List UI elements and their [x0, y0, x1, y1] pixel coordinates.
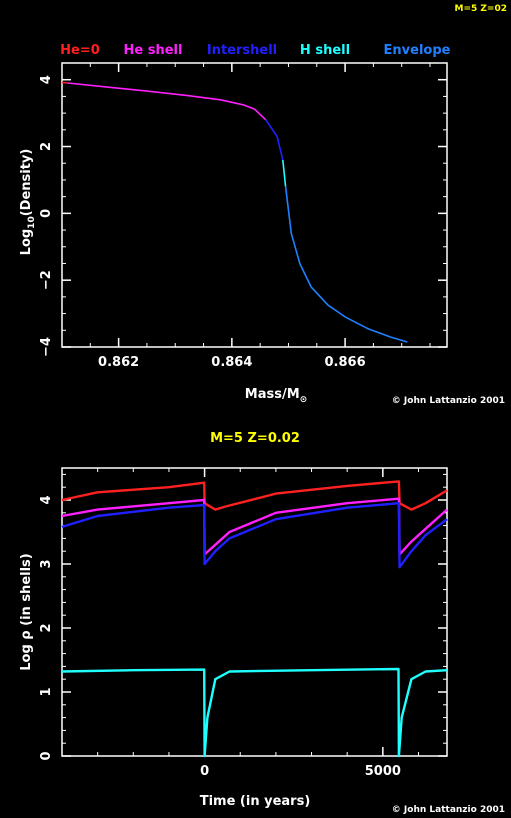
bottom-y-tick-label: 4 [39, 495, 54, 504]
legend-item: He shell [124, 43, 183, 58]
shell-density-time-chart: 0 5000 0 1 2 3 4 [39, 467, 448, 779]
legend-item: H shell [300, 43, 350, 58]
bottom-series-line-3 [61, 667, 448, 758]
legend-item: He=0 [60, 43, 100, 58]
bottom-x-axis-label: Time (in years) [200, 794, 311, 809]
top-x-axis-label-main: Mass/M [245, 387, 300, 402]
top-credit: © John Lattanzio 2001 [392, 396, 505, 406]
legend-item: Intershell [207, 43, 277, 58]
top-y-tick-label: 2 [39, 142, 54, 151]
top-y-tick-label: 4 [39, 75, 54, 84]
top-y-tick-label: 0 [39, 209, 54, 218]
top-x-tick-label: 0.864 [211, 355, 252, 370]
top-series-line-1 [67, 82, 267, 121]
bottom-y-tick-label: 1 [39, 687, 54, 696]
bottom-y-tick-label: 2 [39, 623, 54, 632]
corner-label: M=5 Z=02 [455, 4, 507, 14]
bottom-series-line-0 [61, 480, 448, 511]
top-series-line-3 [282, 159, 287, 187]
top-series-line-0 [61, 81, 68, 84]
top-x-axis-label-sub: ⊙ [300, 395, 308, 405]
top-y-axis-label: Log10(Density) [19, 149, 37, 256]
top-y-tick-label: −2 [39, 270, 54, 290]
bottom-series-line-1 [61, 497, 448, 556]
density-profile-chart: 0.862 0.864 0.866 −4 −2 0 2 4 [39, 62, 448, 370]
bottom-chart-title: M=5 Z=0.02 [210, 431, 300, 446]
top-series-line-2 [265, 119, 284, 161]
bottom-x-tick-label: 5000 [365, 764, 401, 779]
bottom-series-line-2 [61, 502, 448, 569]
legend: He=0 He shell Intershell H shell Envelope [60, 43, 450, 58]
top-x-tick-label: 0.862 [98, 355, 139, 370]
top-y-axis-label-tail: (Density) [19, 149, 34, 217]
top-y-axis-label-main: Log [19, 229, 34, 256]
bottom-plot-frame [61, 467, 448, 757]
top-x-tick-label: 0.866 [325, 355, 366, 370]
top-plot-frame [61, 62, 448, 348]
bottom-y-tick-label: 0 [39, 751, 54, 760]
bottom-y-axis-label: Log ρ (in shells) [19, 553, 34, 670]
legend-item: Envelope [384, 43, 451, 58]
bottom-credit: © John Lattanzio 2001 [392, 805, 505, 815]
top-x-axis-label: Mass/M⊙ [245, 387, 307, 405]
bottom-x-tick-label: 0 [200, 764, 209, 779]
bottom-y-tick-label: 3 [39, 559, 54, 568]
top-y-tick-label: −4 [39, 337, 54, 357]
top-y-axis-label-sub: 10 [27, 216, 37, 229]
top-series-line-4 [284, 186, 408, 343]
